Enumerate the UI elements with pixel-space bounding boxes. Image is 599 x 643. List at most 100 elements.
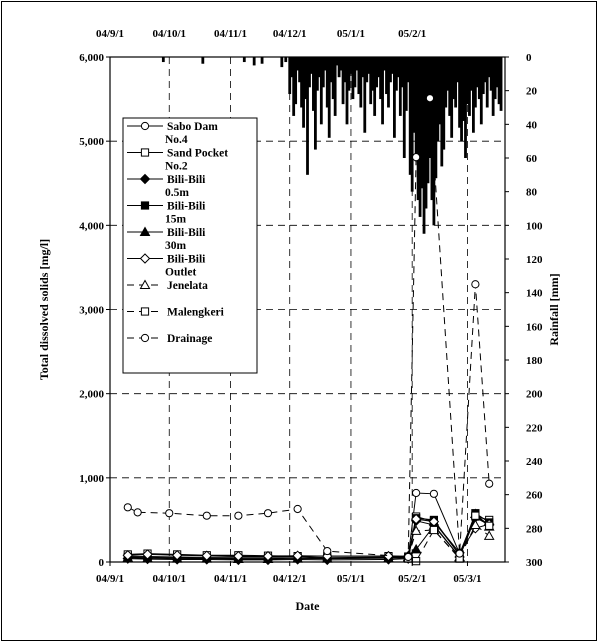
- x-tick-label: 04/11/1: [214, 573, 247, 585]
- rainfall-bar: [323, 57, 327, 71]
- rainfall-bar: [391, 57, 394, 74]
- y2-tick-label: 0: [526, 52, 532, 64]
- data-point: [412, 557, 421, 566]
- data-point: [483, 530, 495, 540]
- rainfall-bar: [493, 57, 497, 100]
- data-point: [485, 521, 494, 530]
- rainfall-bar: [499, 57, 503, 111]
- data-point: [140, 307, 150, 316]
- rainfall-bar: [292, 57, 296, 116]
- rainfall-bar: [398, 57, 402, 116]
- x-top-tick-label: 04/10/1: [152, 28, 186, 40]
- series-bili-bili-outlet: [122, 513, 495, 562]
- data-point: [139, 173, 151, 185]
- rainfall-bar: [359, 57, 363, 108]
- rainfall-bar: [341, 57, 345, 105]
- y2-tick-label: 180: [526, 355, 543, 367]
- data-point: [429, 489, 438, 498]
- x-tick-label: 04/10/1: [152, 573, 186, 585]
- data-point: [412, 488, 421, 498]
- rainfall-bar: [404, 57, 408, 111]
- rainfall-bar: [400, 57, 404, 88]
- data-point: [234, 511, 243, 520]
- rainfall-bar: [351, 57, 355, 100]
- rainfall-bar: [306, 57, 309, 175]
- y2-tick-label: 220: [526, 422, 543, 434]
- legend-label: Bili-Bili 0.5m: [165, 174, 206, 199]
- rainfall-bar: [298, 57, 301, 83]
- legend-box: [122, 117, 258, 374]
- data-point: [404, 552, 413, 562]
- rainfall-bar: [383, 57, 386, 71]
- rainfall-bar: [452, 57, 456, 100]
- rainfall-bar: [448, 57, 452, 116]
- legend-entry: Sabo Dam No.4: [127, 121, 218, 146]
- rainfall-bar: [349, 57, 353, 74]
- rainfall-bar: [310, 57, 313, 74]
- rainfall-bar: [381, 57, 384, 125]
- rainfall-bar: [497, 57, 501, 105]
- rainfall-bar: [333, 57, 337, 116]
- rainfall-bar: [387, 57, 390, 108]
- data-point: [133, 508, 142, 517]
- rainfall-bar: [321, 57, 325, 88]
- legend-label: Bili-Bili 15m: [165, 201, 206, 226]
- data-point: [171, 550, 183, 561]
- data-point: [263, 509, 273, 518]
- data-point: [455, 549, 464, 558]
- rainfall-bar: [475, 57, 479, 88]
- data-point: [410, 543, 422, 554]
- rainfall-bar: [312, 57, 315, 111]
- data-point: [140, 148, 150, 157]
- legend-label: Drainage: [167, 333, 212, 345]
- legend-entry: Bili-Bili 30m: [127, 226, 206, 252]
- rainfall-bar: [317, 57, 321, 78]
- rainfall-bar: [373, 57, 377, 116]
- rainfall-bar: [296, 57, 300, 71]
- data-point: [323, 546, 332, 556]
- x-tick-label: 05/3/1: [453, 573, 481, 585]
- rainfall-bar: [252, 57, 256, 66]
- y2-tick-label: 300: [526, 557, 543, 569]
- data-point: [140, 333, 150, 343]
- rainfall-bar: [468, 57, 471, 116]
- rainfall-bar: [325, 57, 329, 108]
- rainfall-bar: [406, 57, 410, 83]
- data-point: [412, 153, 421, 162]
- x-tick-label: 04/12/1: [273, 573, 307, 585]
- rainfall-bar: [288, 57, 292, 95]
- data-point: [292, 550, 303, 561]
- y-tick-label: 5,000: [79, 136, 104, 148]
- y2-tick-label: 40: [526, 119, 538, 131]
- data-point: [140, 121, 150, 131]
- rainfall-bar: [432, 57, 436, 226]
- rainfall-bar: [416, 57, 420, 201]
- data-point: [165, 509, 174, 518]
- rainfall-bar: [284, 57, 288, 63]
- rainfall-bar: [396, 57, 400, 78]
- rainfall-bar: [446, 57, 450, 91]
- rainfall-bar: [436, 57, 440, 142]
- rainfall-bar: [314, 57, 317, 150]
- legend-entry: Bili-Bili 15m: [127, 201, 206, 226]
- rainfall-bar: [408, 57, 412, 175]
- rainfall-bar: [483, 57, 487, 83]
- rainfall-bar: [464, 57, 467, 158]
- rainfall-bar: [418, 57, 422, 217]
- rainfall-bar: [460, 57, 463, 142]
- y2-tick-label: 140: [526, 288, 543, 300]
- data-point: [470, 519, 481, 529]
- rainfall-bar: [477, 57, 481, 100]
- rainfall-bar: [327, 57, 331, 138]
- rainfall-bar: [335, 57, 339, 66]
- rainfall-bar: [294, 57, 298, 105]
- data-point: [429, 525, 438, 535]
- rainfall-bar: [315, 57, 319, 91]
- x-top-tick-label: 04/12/1: [273, 28, 307, 40]
- rainfall-bar: [347, 57, 351, 91]
- rainfall-bar: [339, 57, 343, 71]
- data-point: [471, 280, 480, 289]
- rainfall-bar: [331, 57, 335, 100]
- data-point: [233, 550, 244, 562]
